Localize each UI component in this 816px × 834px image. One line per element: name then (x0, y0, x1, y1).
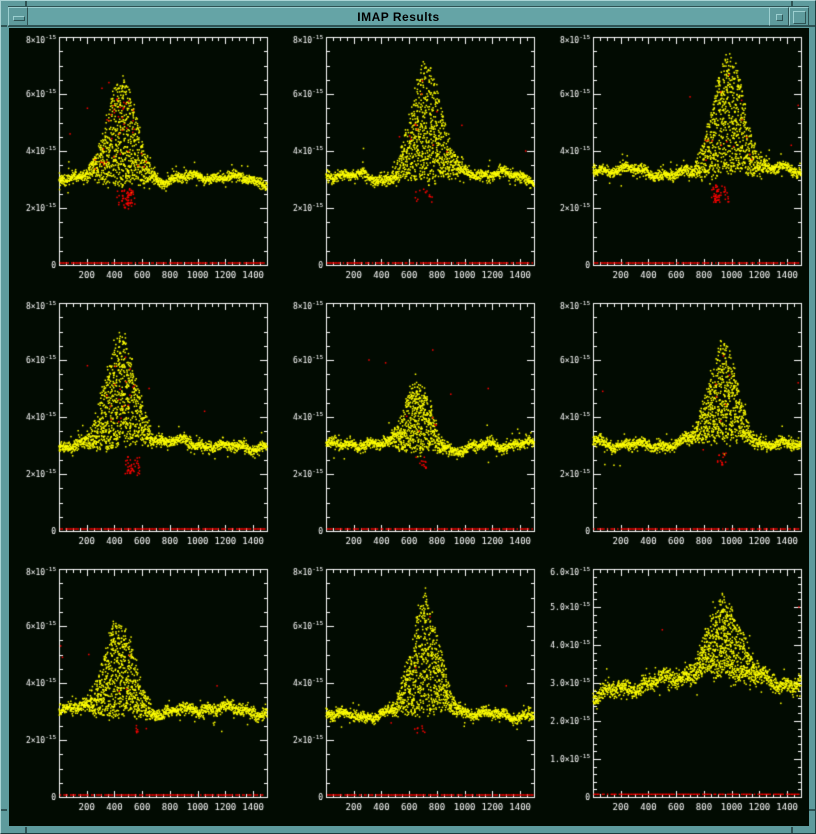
title-area: IMAP Results (28, 7, 769, 26)
resize-handle-notch[interactable] (791, 1, 793, 7)
resize-handle-notch[interactable] (1, 809, 7, 811)
scatter-panel-r1c1 (9, 28, 275, 294)
scatter-panel-r1c2 (276, 28, 542, 294)
scatter-panel-r2c2 (276, 294, 542, 560)
plot-grid (9, 28, 809, 826)
resize-handle-notch[interactable] (809, 25, 815, 27)
resize-handle-notch[interactable] (25, 827, 27, 833)
resize-handle-notch[interactable] (809, 809, 815, 811)
resize-handle-notch[interactable] (1, 25, 7, 27)
window-menu-button[interactable] (8, 7, 28, 26)
scatter-panel-r3c2 (276, 560, 542, 826)
scatter-panel-r2c3 (543, 294, 809, 560)
minimize-button[interactable] (769, 7, 789, 26)
scatter-panel-r1c3 (543, 28, 809, 294)
scatter-panel-r2c1 (9, 294, 275, 560)
scatter-panel-r3c3 (543, 560, 809, 826)
maximize-icon (793, 11, 806, 24)
window-menu-icon (13, 16, 25, 21)
maximize-button[interactable] (789, 7, 809, 26)
minimize-icon (776, 14, 783, 21)
title-bar[interactable]: IMAP Results (8, 6, 809, 27)
window-title: IMAP Results (357, 9, 440, 24)
resize-handle-notch[interactable] (791, 827, 793, 833)
scatter-panel-r3c1 (9, 560, 275, 826)
resize-handle-notch[interactable] (25, 1, 27, 7)
